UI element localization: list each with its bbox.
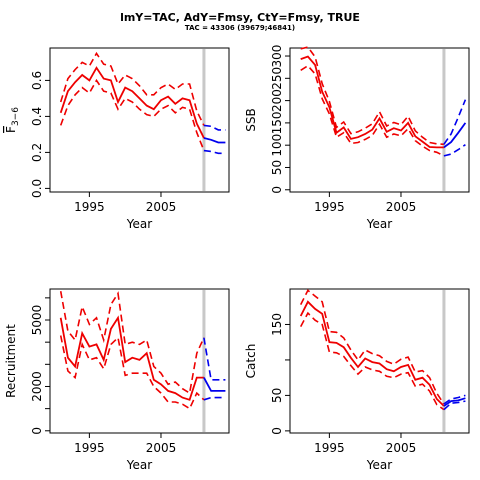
proj-median-f36 — [203, 137, 226, 144]
x-tick-label-ssb: 1995 — [314, 200, 345, 214]
y-tick-label-ssb: 200 — [270, 89, 284, 112]
proj-upper-ssb — [443, 99, 467, 145]
y-tick-label-ssb: 50 — [270, 160, 284, 175]
hist-lower-f36 — [59, 78, 205, 151]
x-tick-label-ssb: 2005 — [386, 200, 417, 214]
proj-upper-catch — [443, 394, 466, 405]
y-tick-label-ssb: 250 — [270, 67, 284, 90]
proj-median-catch — [443, 397, 466, 407]
hist-upper-f36 — [59, 51, 205, 126]
y-tick-label-ssb: 150 — [270, 111, 284, 134]
y-tick-label-recruitment: 5000 — [30, 305, 44, 336]
y-tick-label-catch: 0 — [270, 427, 284, 435]
hist-median-f36 — [59, 66, 205, 139]
y-tick-label-catch: 150 — [270, 313, 284, 336]
hist-upper-catch — [299, 289, 445, 405]
plot-frame-catch — [289, 288, 470, 434]
y-tick-label-catch: 50 — [270, 388, 284, 403]
x-axis-label-recruitment: Year — [126, 458, 152, 472]
hist-upper-recruitment — [59, 291, 205, 395]
proj-lower-catch — [443, 400, 466, 411]
x-tick-label-f36: 1995 — [74, 200, 105, 214]
proj-median-recruitment — [203, 377, 226, 392]
proj-lower-recruitment — [203, 396, 226, 401]
hist-median-catch — [299, 300, 445, 407]
x-tick-label-catch: 1995 — [314, 441, 345, 455]
proj-lower-ssb — [443, 144, 466, 157]
hist-median-recruitment — [59, 315, 204, 401]
proj-median-ssb — [443, 122, 467, 149]
y-tick-label-f36: 0.4 — [30, 107, 44, 126]
y-tick-label-f36: 0.0 — [30, 179, 44, 198]
chart-title: lmY=TAC, AdY=Fmsy, CtY=Fmsy, TRUE — [120, 11, 360, 24]
x-axis-label-f36: Year — [126, 217, 152, 231]
y-tick-label-f36: 0.2 — [30, 143, 44, 162]
x-tick-label-catch: 2005 — [386, 441, 417, 455]
plot-frame-recruitment — [49, 288, 230, 434]
plot-frame-ssb — [289, 47, 470, 193]
hist-lower-ssb — [300, 64, 445, 157]
x-tick-label-recruitment: 2005 — [146, 441, 177, 455]
y-axis-label-recruitment: Recruitment — [4, 324, 18, 398]
proj-upper-recruitment — [203, 337, 226, 381]
proj-upper-f36 — [203, 124, 226, 131]
y-axis-label-ssb: SSB — [244, 108, 258, 131]
x-axis-label-ssb: Year — [366, 217, 392, 231]
panel-catch: 1995 2005 0 50 150 Year Catch — [244, 288, 470, 472]
chart-subtitle: TAC = 43306 (39679;46841) — [185, 24, 295, 32]
x-axis-label-catch: Year — [366, 458, 392, 472]
y-tick-label-ssb: 300 — [270, 45, 284, 68]
y-tick-label-ssb: 100 — [270, 134, 284, 157]
proj-lower-f36 — [203, 149, 226, 155]
y-tick-label-ssb: 0 — [270, 186, 284, 194]
y-tick-label-recruitment: 0 — [30, 427, 44, 435]
panel-recruitment: 1995 2005 0 2000 5000 Year Recruitment — [4, 288, 230, 472]
hist-lower-recruitment — [59, 335, 205, 410]
y-tick-label-recruitment: 2000 — [30, 371, 44, 402]
plot-frame-f36 — [49, 47, 230, 193]
hist-median-ssb — [300, 55, 444, 149]
y-tick-label-f36: 0.6 — [30, 71, 44, 90]
y-axis-label-catch: Catch — [244, 344, 258, 379]
x-tick-label-recruitment: 1995 — [74, 441, 105, 455]
panel-f36: 1995 2005 0.0 0.2 0.4 0.6 Year F3−6 — [4, 47, 230, 231]
x-tick-label-f36: 2005 — [146, 200, 177, 214]
hist-lower-catch — [299, 311, 445, 411]
y-axis-label-f36: F3−6 — [4, 107, 21, 133]
